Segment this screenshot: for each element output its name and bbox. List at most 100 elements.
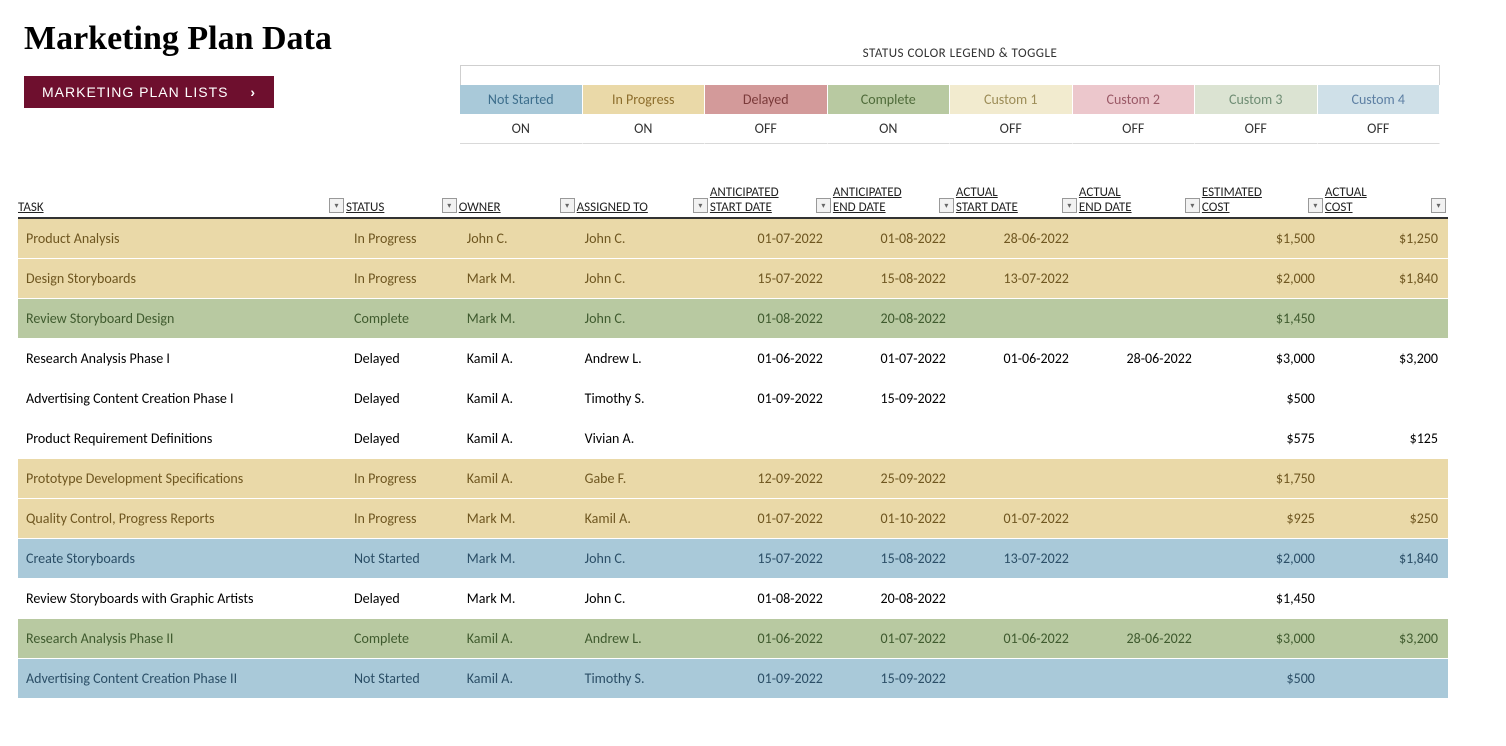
- cell-ant_start: 12-09-2022: [710, 458, 833, 498]
- cell-ant_end: 20-08-2022: [833, 578, 956, 618]
- cell-ant_start: 01-06-2022: [710, 618, 833, 658]
- cell-status: In Progress: [346, 218, 459, 258]
- cell-ant_end: 15-08-2022: [833, 258, 956, 298]
- cell-assigned: Gabe F.: [577, 458, 710, 498]
- legend-status-5[interactable]: Custom 2: [1073, 85, 1196, 114]
- cell-est_cost: $500: [1202, 658, 1325, 698]
- cell-act_end: [1079, 418, 1202, 458]
- filter-dropdown-icon[interactable]: ▾: [1185, 198, 1200, 213]
- legend-toggle-7[interactable]: OFF: [1318, 114, 1441, 144]
- legend-status-3[interactable]: Complete: [828, 85, 951, 114]
- legend-status-0[interactable]: Not Started: [460, 85, 583, 114]
- cell-owner: Mark M.: [459, 258, 577, 298]
- cell-task: Advertising Content Creation Phase II: [18, 658, 346, 698]
- table-row[interactable]: Advertising Content Creation Phase IINot…: [18, 658, 1448, 698]
- legend-status-2[interactable]: Delayed: [705, 85, 828, 114]
- legend-toggle-5[interactable]: OFF: [1073, 114, 1196, 144]
- cell-est_cost: $1,450: [1202, 578, 1325, 618]
- filter-dropdown-icon[interactable]: ▾: [816, 198, 831, 213]
- cell-ant_end: 01-10-2022: [833, 498, 956, 538]
- column-header-assigned[interactable]: ASSIGNED TO▾: [577, 178, 710, 218]
- legend-toggle-2[interactable]: OFF: [705, 114, 828, 144]
- cell-ant_end: 01-07-2022: [833, 338, 956, 378]
- table-row[interactable]: Advertising Content Creation Phase IDela…: [18, 378, 1448, 418]
- column-header-task[interactable]: TASK▾: [18, 178, 346, 218]
- legend-toggle-6[interactable]: OFF: [1195, 114, 1318, 144]
- cell-status: Not Started: [346, 658, 459, 698]
- column-header-ant_start[interactable]: ANTICIPATED START DATE▾: [710, 178, 833, 218]
- table-row[interactable]: Quality Control, Progress ReportsIn Prog…: [18, 498, 1448, 538]
- cell-task: Research Analysis Phase I: [18, 338, 346, 378]
- legend-status-7[interactable]: Custom 4: [1318, 85, 1441, 114]
- legend-toggle-3[interactable]: ON: [828, 114, 951, 144]
- cell-ant_start: 01-08-2022: [710, 578, 833, 618]
- cell-task: Quality Control, Progress Reports: [18, 498, 346, 538]
- column-header-est_cost[interactable]: ESTIMATED COST▾: [1202, 178, 1325, 218]
- filter-dropdown-icon[interactable]: ▾: [1062, 198, 1077, 213]
- filter-dropdown-icon[interactable]: ▾: [329, 198, 344, 213]
- filter-dropdown-icon[interactable]: ▾: [442, 198, 457, 213]
- cell-status: Not Started: [346, 538, 459, 578]
- table-row[interactable]: Create StoryboardsNot StartedMark M.John…: [18, 538, 1448, 578]
- cell-est_cost: $3,000: [1202, 618, 1325, 658]
- marketing-plan-lists-button[interactable]: MARKETING PLAN LISTS ›: [24, 76, 274, 108]
- table-row[interactable]: Product AnalysisIn ProgressJohn C.John C…: [18, 218, 1448, 258]
- cell-ant_start: 01-09-2022: [710, 378, 833, 418]
- cell-assigned: John C.: [577, 538, 710, 578]
- table-row[interactable]: Review Storyboards with Graphic ArtistsD…: [18, 578, 1448, 618]
- filter-dropdown-icon[interactable]: ▾: [560, 198, 575, 213]
- cell-assigned: Andrew L.: [577, 338, 710, 378]
- filter-dropdown-icon[interactable]: ▾: [1308, 198, 1323, 213]
- table-row[interactable]: Design StoryboardsIn ProgressMark M.John…: [18, 258, 1448, 298]
- status-legend: STATUS COLOR LEGEND & TOGGLE Not Started…: [460, 46, 1460, 144]
- table-row[interactable]: Review Storyboard DesignCompleteMark M.J…: [18, 298, 1448, 338]
- cell-task: Review Storyboards with Graphic Artists: [18, 578, 346, 618]
- legend-toggle-4[interactable]: OFF: [950, 114, 1073, 144]
- column-header-act_start[interactable]: ACTUAL START DATE▾: [956, 178, 1079, 218]
- cell-ant_start: 01-08-2022: [710, 298, 833, 338]
- cell-act_end: [1079, 538, 1202, 578]
- legend-status-4[interactable]: Custom 1: [950, 85, 1073, 114]
- table-row[interactable]: Research Analysis Phase IICompleteKamil …: [18, 618, 1448, 658]
- cell-owner: Mark M.: [459, 498, 577, 538]
- legend-toggle-1[interactable]: ON: [583, 114, 706, 144]
- cell-act_cost: [1325, 658, 1448, 698]
- cell-owner: Kamil A.: [459, 458, 577, 498]
- column-header-act_cost[interactable]: ACTUAL COST▾: [1325, 178, 1448, 218]
- cell-owner: John C.: [459, 218, 577, 258]
- cell-act_start: 28-06-2022: [956, 218, 1079, 258]
- table-row[interactable]: Prototype Development SpecificationsIn P…: [18, 458, 1448, 498]
- table-row[interactable]: Product Requirement DefinitionsDelayedKa…: [18, 418, 1448, 458]
- cell-owner: Kamil A.: [459, 618, 577, 658]
- cell-est_cost: $1,500: [1202, 218, 1325, 258]
- cell-ant_start: 01-07-2022: [710, 218, 833, 258]
- cell-act_cost: $125: [1325, 418, 1448, 458]
- legend-status-1[interactable]: In Progress: [583, 85, 706, 114]
- cell-status: Delayed: [346, 338, 459, 378]
- column-header-owner[interactable]: OWNER▾: [459, 178, 577, 218]
- cell-assigned: John C.: [577, 218, 710, 258]
- cell-task: Create Storyboards: [18, 538, 346, 578]
- cell-act_start: [956, 378, 1079, 418]
- cell-owner: Mark M.: [459, 298, 577, 338]
- column-header-status[interactable]: STATUS▾: [346, 178, 459, 218]
- legend-toggle-0[interactable]: ON: [460, 114, 583, 144]
- cell-ant_end: [833, 418, 956, 458]
- filter-dropdown-icon[interactable]: ▾: [1431, 198, 1446, 213]
- cell-task: Review Storyboard Design: [18, 298, 346, 338]
- cell-owner: Kamil A.: [459, 338, 577, 378]
- table-row[interactable]: Research Analysis Phase IDelayedKamil A.…: [18, 338, 1448, 378]
- cell-ant_start: 15-07-2022: [710, 538, 833, 578]
- cell-ant_end: 25-09-2022: [833, 458, 956, 498]
- cell-assigned: Vivian A.: [577, 418, 710, 458]
- lists-button-label: MARKETING PLAN LISTS: [42, 84, 228, 100]
- column-header-ant_end[interactable]: ANTICIPATED END DATE▾: [833, 178, 956, 218]
- cell-est_cost: $2,000: [1202, 538, 1325, 578]
- legend-status-6[interactable]: Custom 3: [1195, 85, 1318, 114]
- cell-act_cost: [1325, 378, 1448, 418]
- cell-owner: Kamil A.: [459, 378, 577, 418]
- filter-dropdown-icon[interactable]: ▾: [939, 198, 954, 213]
- cell-ant_start: 01-09-2022: [710, 658, 833, 698]
- filter-dropdown-icon[interactable]: ▾: [693, 198, 708, 213]
- column-header-act_end[interactable]: ACTUAL END DATE▾: [1079, 178, 1202, 218]
